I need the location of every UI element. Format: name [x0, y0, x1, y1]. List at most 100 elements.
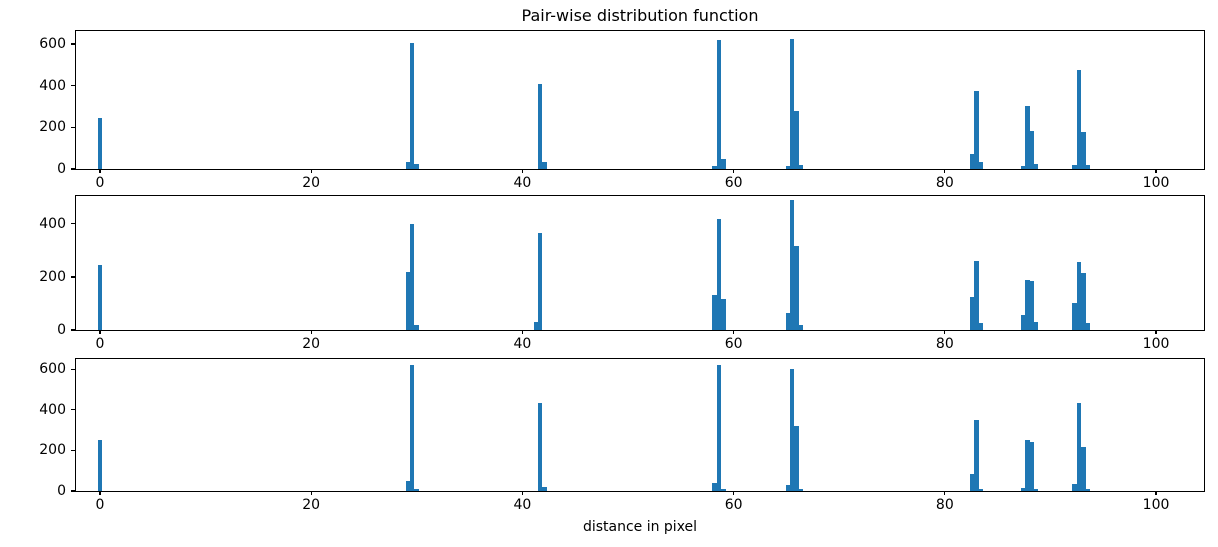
- x-tick-mark: [944, 330, 946, 334]
- x-tick-label: 60: [724, 175, 743, 191]
- histogram-bar: [978, 488, 984, 491]
- histogram-bar: [721, 158, 726, 169]
- histogram-bar: [1025, 440, 1030, 491]
- histogram-bar: [716, 365, 722, 491]
- y-tick-mark: [71, 276, 75, 278]
- histogram-bar: [1033, 163, 1039, 169]
- histogram-bar: [1072, 164, 1077, 169]
- x-tick-mark: [732, 330, 735, 334]
- x-tick-mark: [99, 330, 101, 334]
- x-tick-label: 20: [302, 497, 321, 513]
- histogram-bar: [712, 165, 717, 169]
- histogram-bar: [538, 83, 543, 169]
- histogram-bar: [798, 488, 804, 491]
- x-tick-label: 20: [302, 336, 321, 352]
- y-tick-label: 0: [57, 482, 66, 499]
- histogram-bar: [712, 294, 717, 330]
- y-tick-label: 400: [39, 77, 66, 94]
- histogram-bar: [969, 473, 975, 491]
- histogram-bar: [978, 161, 984, 169]
- x-tick-label: 80: [935, 336, 954, 352]
- histogram-bar: [405, 480, 411, 491]
- histogram-bar: [1085, 323, 1090, 330]
- y-tick-mark: [71, 223, 75, 225]
- histogram-bar: [790, 369, 795, 491]
- subplot-axes-top: 0 200 400 600 0 20 40 60 80 100: [39, 30, 1205, 191]
- histogram-bar: [785, 166, 791, 169]
- x-tick-mark: [1155, 330, 1157, 334]
- histogram-bar: [1081, 447, 1086, 491]
- histogram-bar: [414, 324, 419, 330]
- histogram-bar: [542, 486, 547, 491]
- y-tick-mark: [71, 84, 75, 87]
- y-tick-label: 200: [39, 268, 66, 285]
- histogram-bar: [974, 260, 979, 330]
- x-tick-mark: [310, 491, 312, 495]
- histogram-bar: [97, 264, 103, 330]
- histogram-bar: [542, 161, 547, 169]
- x-tick-mark: [944, 169, 946, 173]
- x-tick-label: 0: [95, 336, 105, 352]
- x-tick-label: 80: [935, 175, 954, 191]
- x-tick-mark: [310, 330, 312, 334]
- histogram-bar: [410, 223, 415, 330]
- histogram-bar: [790, 38, 795, 169]
- histogram-bar: [790, 199, 795, 330]
- x-tick-mark: [732, 491, 735, 495]
- histogram-bar: [969, 297, 975, 330]
- histogram-bar: [721, 299, 726, 330]
- y-tick-mark: [71, 168, 75, 170]
- subplot-axes-middle: 0 200 400 0 20 40 60 80 100: [39, 195, 1205, 352]
- x-tick-label: 40: [513, 497, 532, 513]
- histogram-bar: [1020, 487, 1026, 491]
- histogram-bar: [1072, 303, 1077, 330]
- histogram-bar: [97, 440, 103, 491]
- y-tick-mark: [71, 43, 75, 45]
- x-tick-label: 60: [724, 336, 743, 352]
- x-tick-label: 60: [724, 497, 743, 513]
- y-tick-label: 200: [39, 119, 66, 136]
- x-tick-mark: [1155, 491, 1157, 495]
- histogram-bar: [1081, 272, 1086, 330]
- histogram-bar: [1029, 131, 1034, 169]
- histogram-bar: [712, 482, 717, 491]
- y-tick-mark: [71, 490, 75, 492]
- x-tick-label: 40: [513, 175, 532, 191]
- y-tick-label: 0: [57, 321, 66, 338]
- histogram-bar: [405, 271, 411, 330]
- histogram-bar: [1076, 402, 1082, 491]
- x-tick-mark: [99, 169, 101, 173]
- histogram-bar: [798, 324, 804, 330]
- y-tick-label: 200: [39, 442, 66, 459]
- x-tick-mark: [521, 169, 524, 173]
- y-tick-label: 0: [57, 160, 66, 177]
- y-tick-mark: [71, 329, 75, 331]
- histogram-bar: [794, 426, 799, 491]
- histogram-bar: [1081, 132, 1086, 169]
- x-tick-mark: [944, 491, 946, 495]
- y-tick-label: 400: [39, 401, 66, 418]
- x-tick-label: 20: [302, 175, 321, 191]
- y-tick-label: 600: [39, 35, 66, 52]
- histogram-bar: [414, 163, 419, 169]
- y-tick-mark: [71, 368, 75, 370]
- histogram-bar: [1076, 69, 1082, 169]
- subplot-axes-bottom: 0 200 400 600 0 20 40 60 80 100: [39, 358, 1205, 513]
- histogram-bar: [538, 233, 543, 330]
- histogram-bar: [1025, 279, 1030, 330]
- histogram-bar: [97, 117, 103, 169]
- x-tick-mark: [521, 491, 524, 495]
- y-tick-mark: [71, 409, 75, 411]
- x-tick-label: 0: [95, 497, 105, 513]
- histogram-bar: [1072, 483, 1077, 491]
- x-tick-mark: [310, 169, 312, 173]
- x-tick-label: 0: [95, 175, 105, 191]
- histogram-bar: [533, 321, 539, 330]
- histogram-bar: [1029, 442, 1034, 491]
- x-tick-mark: [99, 491, 101, 495]
- histogram-bar: [978, 323, 984, 330]
- histogram-bar: [410, 42, 415, 169]
- histogram-bar: [1025, 106, 1030, 169]
- x-tick-mark: [732, 169, 735, 173]
